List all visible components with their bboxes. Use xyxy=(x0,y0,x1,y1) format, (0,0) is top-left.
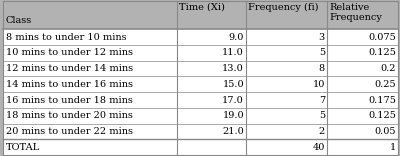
Text: 0.075: 0.075 xyxy=(368,33,396,41)
Text: Class: Class xyxy=(6,16,32,25)
Text: 0.05: 0.05 xyxy=(374,127,396,136)
Text: 0.125: 0.125 xyxy=(368,111,396,120)
Text: 14 mins to under 16 mins: 14 mins to under 16 mins xyxy=(6,80,133,89)
Bar xyxy=(3,45,398,61)
Text: Frequency (fi): Frequency (fi) xyxy=(248,3,319,12)
Text: 19.0: 19.0 xyxy=(222,111,244,120)
Text: 17.0: 17.0 xyxy=(222,96,244,105)
Text: 8: 8 xyxy=(319,64,325,73)
Text: 12 mins to under 14 mins: 12 mins to under 14 mins xyxy=(6,64,133,73)
Bar xyxy=(3,61,398,76)
Text: 11.0: 11.0 xyxy=(222,48,244,57)
Bar xyxy=(3,76,398,92)
Bar xyxy=(3,108,398,124)
Text: 0.2: 0.2 xyxy=(380,64,396,73)
Bar xyxy=(3,29,398,45)
Text: 10 mins to under 12 mins: 10 mins to under 12 mins xyxy=(6,48,133,57)
Text: 10: 10 xyxy=(312,80,325,89)
Text: 9.0: 9.0 xyxy=(229,33,244,41)
Text: 18 mins to under 20 mins: 18 mins to under 20 mins xyxy=(6,111,132,120)
Text: 1: 1 xyxy=(390,143,396,152)
Text: Relative
Frequency: Relative Frequency xyxy=(329,3,382,22)
Text: 40: 40 xyxy=(312,143,325,152)
Text: 0.175: 0.175 xyxy=(368,96,396,105)
Text: 20 mins to under 22 mins: 20 mins to under 22 mins xyxy=(6,127,133,136)
Text: 21.0: 21.0 xyxy=(222,127,244,136)
Text: 0.25: 0.25 xyxy=(374,80,396,89)
Text: 3: 3 xyxy=(319,33,325,41)
Text: 8 mins to under 10 mins: 8 mins to under 10 mins xyxy=(6,33,126,41)
Text: 16 mins to under 18 mins: 16 mins to under 18 mins xyxy=(6,96,132,105)
Text: TOTAL: TOTAL xyxy=(6,143,40,152)
Text: 15.0: 15.0 xyxy=(222,80,244,89)
Bar xyxy=(3,1,398,29)
Text: 5: 5 xyxy=(319,111,325,120)
Bar xyxy=(3,124,398,139)
Bar xyxy=(3,139,398,155)
Text: Time (Xi): Time (Xi) xyxy=(179,3,225,12)
Bar xyxy=(3,92,398,108)
Text: 5: 5 xyxy=(319,48,325,57)
Text: 13.0: 13.0 xyxy=(222,64,244,73)
Text: 7: 7 xyxy=(319,96,325,105)
Text: 2: 2 xyxy=(319,127,325,136)
Text: 0.125: 0.125 xyxy=(368,48,396,57)
